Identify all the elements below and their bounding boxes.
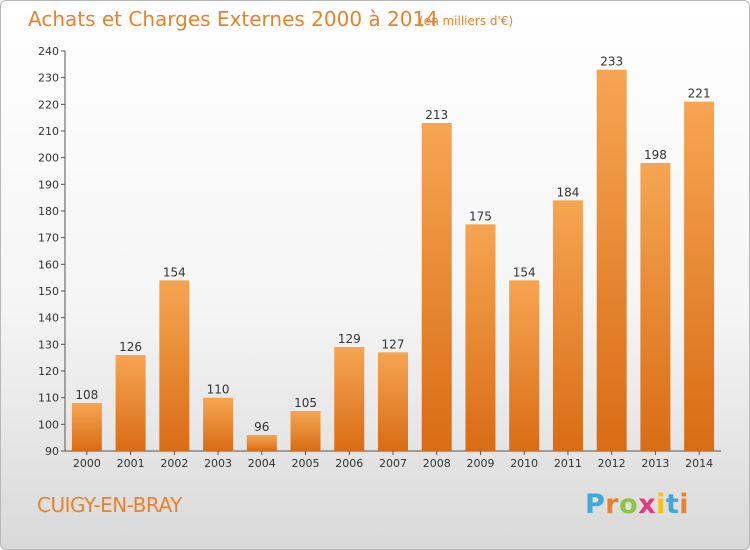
chart-title: Achats et Charges Externes 2000 à 2014 — [28, 7, 438, 31]
logo-letter: i — [656, 489, 666, 520]
y-tick-label: 180 — [38, 205, 59, 218]
bar-2008 — [421, 123, 452, 451]
bar-2014 — [684, 101, 715, 452]
data-label: 213 — [425, 108, 448, 122]
bar-2010 — [509, 280, 540, 451]
y-tick-label: 140 — [38, 312, 59, 325]
data-label: 233 — [600, 55, 623, 69]
x-tick-label: 2002 — [160, 457, 188, 470]
x-tick-label: 2011 — [554, 457, 582, 470]
x-tick-label: 2001 — [117, 457, 145, 470]
x-tick-label: 2009 — [466, 457, 494, 470]
y-tick-label: 120 — [38, 365, 59, 378]
data-label: 221 — [688, 87, 711, 101]
y-tick-label: 240 — [38, 45, 59, 58]
logo-letter: P — [585, 489, 606, 520]
x-tick-label: 2010 — [510, 457, 538, 470]
data-label: 110 — [207, 383, 230, 397]
logo-letter: r — [605, 489, 620, 520]
proxiti-logo[interactable]: Proxiti — [585, 489, 689, 520]
y-tick-label: 200 — [38, 152, 59, 165]
x-tick-label: 2013 — [641, 457, 669, 470]
x-tick-label: 2006 — [335, 457, 363, 470]
y-tick-label: 150 — [38, 285, 59, 298]
x-tick-label: 2014 — [685, 457, 713, 470]
y-tick-label: 90 — [45, 445, 59, 458]
bar-2006 — [334, 347, 365, 451]
y-tick-label: 210 — [38, 125, 59, 138]
y-tick-label: 110 — [38, 392, 59, 405]
x-tick-label: 2003 — [204, 457, 232, 470]
data-label: 175 — [469, 209, 492, 223]
data-label: 105 — [294, 396, 317, 410]
logo-letter: i — [679, 489, 690, 520]
data-label: 96 — [254, 420, 269, 434]
logo-letter: o — [619, 489, 639, 520]
y-tick-label: 100 — [38, 418, 59, 431]
bar-2009 — [465, 224, 496, 451]
y-tick-label: 230 — [38, 72, 59, 85]
data-label: 154 — [513, 265, 536, 279]
city-name: CUIGY-EN-BRAY — [37, 493, 182, 517]
logo-letter: x — [638, 489, 657, 520]
bar-2004 — [246, 435, 277, 451]
y-tick-label: 190 — [38, 178, 59, 191]
data-label: 154 — [163, 265, 186, 279]
data-label: 126 — [119, 340, 142, 354]
y-tick-label: 220 — [38, 98, 59, 111]
data-label: 129 — [338, 332, 361, 346]
x-tick-label: 2008 — [423, 457, 451, 470]
chart-unit: (en milliers d'€) — [419, 14, 514, 28]
x-tick-label: 2012 — [598, 457, 626, 470]
y-tick-label: 170 — [38, 232, 59, 245]
x-tick-label: 2004 — [248, 457, 276, 470]
logo-letter: t — [665, 489, 680, 520]
x-tick-label: 2007 — [379, 457, 407, 470]
bar-2011 — [552, 200, 583, 451]
bar-2005 — [290, 411, 321, 451]
bar-2007 — [378, 352, 408, 451]
bar-2000 — [71, 403, 102, 451]
x-tick-label: 2005 — [292, 457, 320, 470]
data-label: 198 — [644, 148, 667, 162]
bar-2003 — [203, 397, 234, 451]
data-label: 184 — [556, 185, 579, 199]
y-tick-label: 160 — [38, 258, 59, 271]
data-label: 108 — [75, 388, 98, 402]
y-tick-label: 130 — [38, 338, 59, 351]
bar-2012 — [596, 69, 627, 452]
bar-2002 — [159, 280, 190, 451]
bar-2013 — [640, 163, 671, 451]
x-tick-label: 2000 — [73, 457, 101, 470]
data-label: 127 — [382, 337, 405, 351]
bar-2001 — [115, 355, 146, 451]
